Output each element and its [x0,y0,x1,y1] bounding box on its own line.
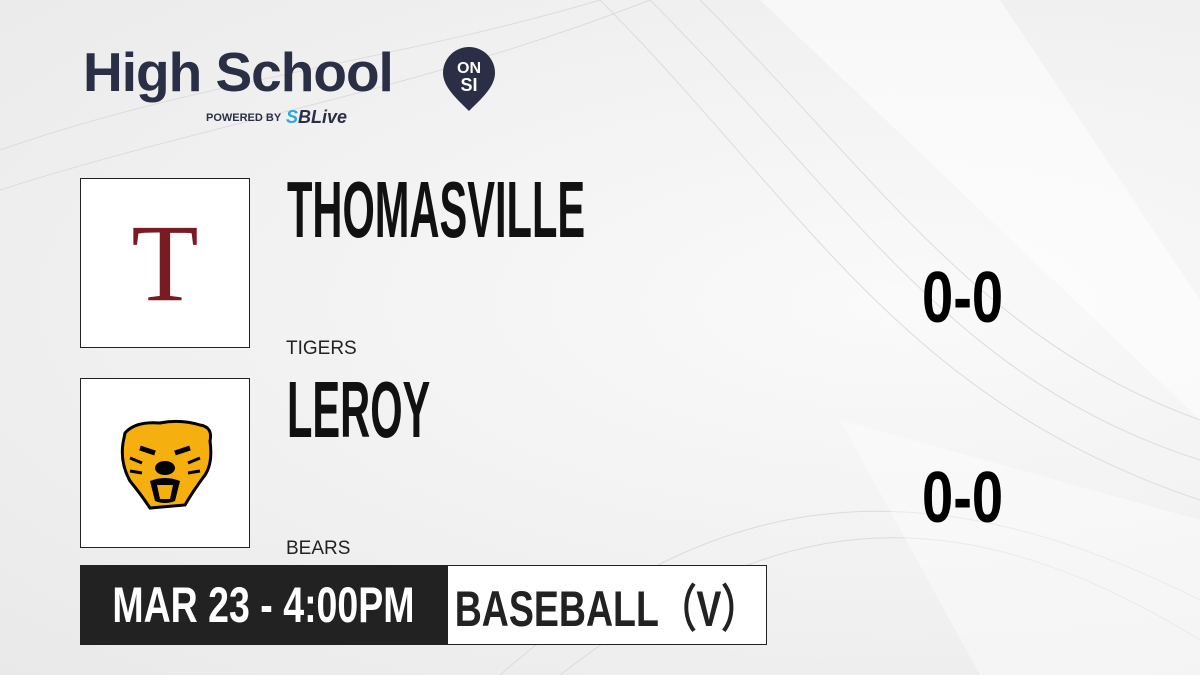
team-logo-leroy [80,378,250,548]
game-datetime: MAR 23 - 4:00PM [112,577,415,633]
sport-box: BASEBALL（V） [447,565,767,645]
powered-by-label: POWERED BY [206,112,282,124]
team-name-home: THOMASVILLE [287,165,586,254]
game-datetime-bar: MAR 23 - 4:00PM [80,565,447,645]
brand-title: High School [83,41,394,103]
bear-head-icon [120,419,213,510]
team-logo-thomasville: T [80,178,250,348]
team-mascot-home: TIGERS [286,338,357,359]
team-score-away: 0-0 [922,458,1004,538]
team-mascot-away: BEARS [286,538,351,559]
team-name-away: LEROY [287,365,431,454]
on-si-pin-logo: ON SI [443,47,495,111]
badge-bottom: SI [460,75,477,95]
badge-top: ON [457,60,481,77]
team-score-home: 0-0 [922,258,1004,338]
letter-T-logo: T [131,202,199,324]
sblive-logo: SBLive [286,107,348,127]
sport-label: BASEBALL（V） [454,581,760,637]
